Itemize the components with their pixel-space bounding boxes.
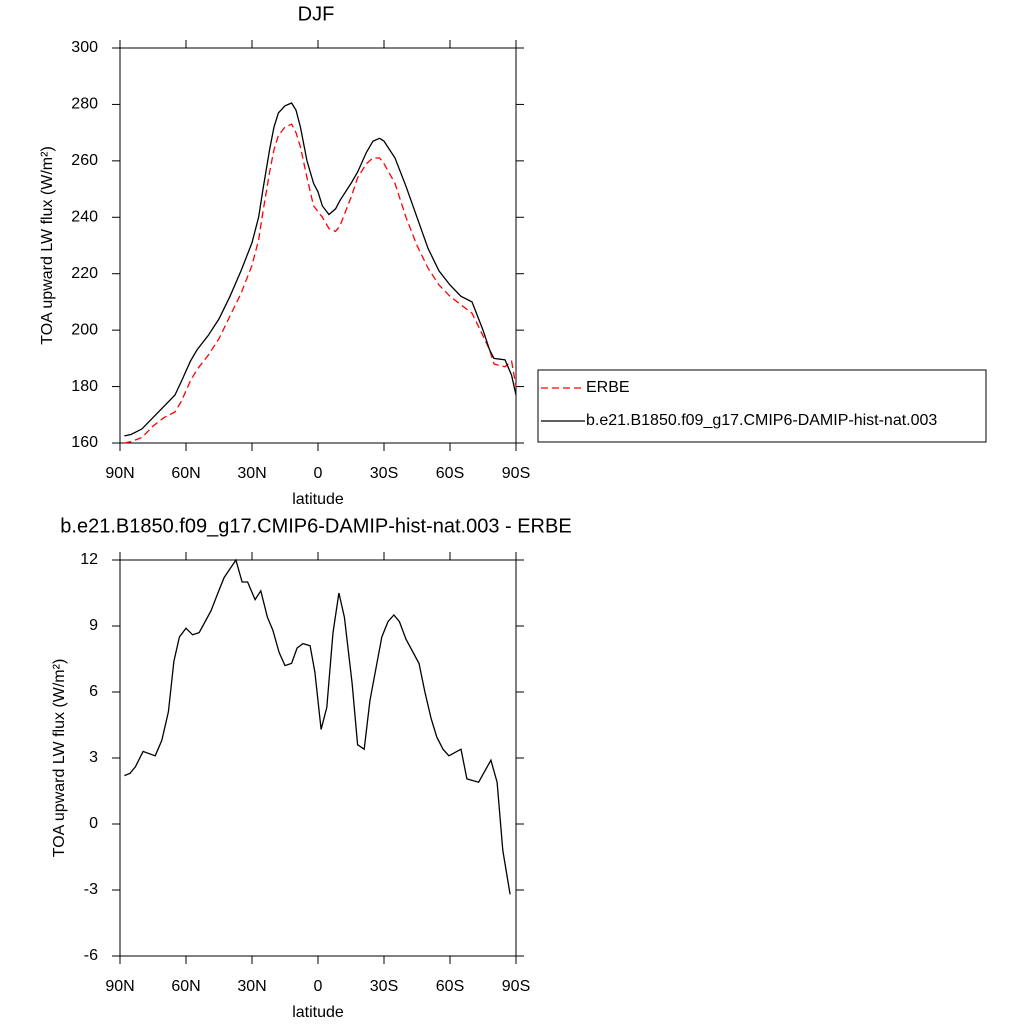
y-tick-label: 300 bbox=[71, 39, 98, 56]
x-tick-label: 60S bbox=[436, 978, 464, 995]
y-tick-label: 0 bbox=[89, 815, 98, 832]
x-tick-label: 90S bbox=[502, 465, 530, 482]
y-tick-label: 280 bbox=[71, 96, 98, 113]
x-tick-label: 60S bbox=[436, 465, 464, 482]
y-tick-label: 240 bbox=[71, 209, 98, 226]
chart-title: b.e21.B1850.f09_g17.CMIP6-DAMIP-hist-nat… bbox=[60, 515, 571, 537]
y-axis-label: TOA upward LW flux (W/m²) bbox=[51, 659, 68, 858]
x-tick-label: 90N bbox=[105, 978, 134, 995]
x-tick-label: 30S bbox=[370, 978, 398, 995]
plot-frame bbox=[119, 559, 517, 957]
data-line bbox=[124, 558, 511, 895]
x-tick-label: 30S bbox=[370, 465, 398, 482]
y-tick-label: 220 bbox=[71, 265, 98, 282]
x-axis-label: latitude bbox=[292, 491, 344, 508]
y-tick-label: -6 bbox=[84, 947, 98, 964]
x-axis-label: latitude bbox=[292, 1004, 344, 1021]
plot-frame bbox=[119, 47, 517, 444]
data-line bbox=[124, 123, 517, 444]
chart-title: DJF bbox=[298, 3, 335, 25]
legend-label: b.e21.B1850.f09_g17.CMIP6-DAMIP-hist-nat… bbox=[586, 412, 937, 429]
y-tick-label: 180 bbox=[71, 378, 98, 395]
y-tick-label: 200 bbox=[71, 321, 98, 338]
y-tick-label: 9 bbox=[89, 617, 98, 634]
y-tick-label: 12 bbox=[80, 551, 98, 568]
x-tick-label: 0 bbox=[314, 465, 323, 482]
y-tick-label: 6 bbox=[89, 683, 98, 700]
y-tick-label: 160 bbox=[71, 434, 98, 451]
legend-box bbox=[537, 369, 987, 443]
y-axis-label: TOA upward LW flux (W/m²) bbox=[39, 146, 56, 345]
x-tick-label: 60N bbox=[171, 978, 200, 995]
x-tick-label: 90N bbox=[105, 465, 134, 482]
y-tick-label: -3 bbox=[84, 881, 98, 898]
x-tick-label: 60N bbox=[171, 465, 200, 482]
legend-label: ERBE bbox=[586, 379, 630, 396]
x-tick-label: 90S bbox=[502, 978, 530, 995]
x-tick-label: 0 bbox=[314, 978, 323, 995]
y-tick-label: 3 bbox=[89, 749, 98, 766]
x-tick-label: 30N bbox=[237, 465, 266, 482]
x-tick-label: 30N bbox=[237, 978, 266, 995]
y-tick-label: 260 bbox=[71, 152, 98, 169]
data-line bbox=[124, 102, 517, 437]
